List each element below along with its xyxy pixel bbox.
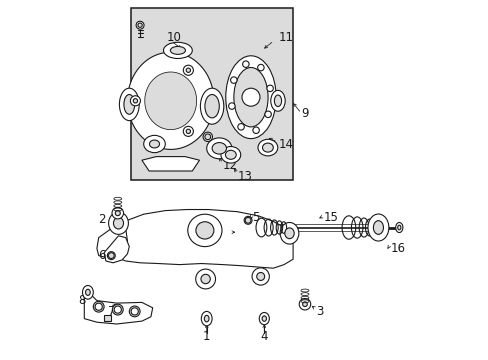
Circle shape: [186, 129, 190, 134]
Circle shape: [264, 111, 271, 118]
Ellipse shape: [251, 268, 269, 285]
Text: 2: 2: [98, 213, 106, 226]
Ellipse shape: [280, 222, 298, 244]
Ellipse shape: [195, 269, 215, 289]
Ellipse shape: [187, 214, 222, 247]
Ellipse shape: [258, 139, 277, 156]
Ellipse shape: [93, 301, 104, 312]
Text: 15: 15: [323, 211, 338, 224]
Ellipse shape: [143, 135, 165, 153]
Ellipse shape: [204, 315, 208, 322]
Ellipse shape: [204, 94, 219, 118]
Ellipse shape: [112, 304, 123, 315]
Circle shape: [266, 85, 273, 91]
Ellipse shape: [112, 207, 123, 219]
Circle shape: [242, 61, 248, 67]
Circle shape: [131, 308, 138, 315]
Polygon shape: [144, 72, 196, 130]
Ellipse shape: [299, 298, 310, 310]
Ellipse shape: [302, 302, 306, 307]
Ellipse shape: [244, 216, 251, 224]
Ellipse shape: [225, 150, 236, 159]
Ellipse shape: [149, 140, 159, 148]
Ellipse shape: [196, 222, 213, 239]
Text: 9: 9: [301, 107, 308, 120]
Circle shape: [244, 217, 250, 223]
Text: 3: 3: [316, 305, 323, 318]
Circle shape: [228, 103, 235, 109]
Circle shape: [242, 88, 260, 106]
Ellipse shape: [113, 217, 123, 229]
Ellipse shape: [395, 222, 402, 233]
Circle shape: [108, 253, 114, 258]
Ellipse shape: [367, 214, 388, 241]
Polygon shape: [104, 236, 129, 263]
Text: 4: 4: [260, 330, 267, 343]
Circle shape: [186, 68, 190, 72]
Polygon shape: [84, 288, 152, 324]
Circle shape: [237, 123, 244, 130]
Ellipse shape: [82, 285, 93, 299]
Ellipse shape: [201, 311, 212, 326]
Circle shape: [252, 127, 259, 134]
Text: 10: 10: [167, 31, 182, 44]
Ellipse shape: [107, 252, 115, 260]
Ellipse shape: [115, 211, 120, 216]
Ellipse shape: [170, 46, 185, 54]
Ellipse shape: [108, 212, 128, 234]
Circle shape: [114, 306, 121, 313]
Ellipse shape: [284, 228, 294, 239]
Circle shape: [95, 303, 102, 310]
Ellipse shape: [225, 56, 276, 139]
Ellipse shape: [373, 221, 383, 234]
Ellipse shape: [206, 138, 231, 159]
Polygon shape: [104, 315, 111, 321]
Circle shape: [257, 64, 264, 71]
Text: 8: 8: [78, 294, 85, 307]
Circle shape: [183, 126, 193, 136]
Text: 5: 5: [251, 211, 259, 224]
Ellipse shape: [262, 143, 273, 152]
Ellipse shape: [201, 274, 210, 284]
Circle shape: [133, 99, 137, 103]
Text: 16: 16: [389, 242, 405, 255]
Ellipse shape: [259, 312, 269, 325]
Circle shape: [138, 23, 142, 27]
Ellipse shape: [270, 90, 285, 111]
Text: 14: 14: [278, 138, 293, 150]
Ellipse shape: [163, 42, 192, 58]
Ellipse shape: [256, 273, 264, 280]
Text: 7: 7: [107, 305, 115, 318]
Ellipse shape: [397, 225, 400, 230]
Text: 11: 11: [278, 31, 293, 44]
Ellipse shape: [85, 289, 90, 295]
Circle shape: [130, 96, 140, 106]
Ellipse shape: [221, 147, 240, 163]
Ellipse shape: [123, 94, 134, 114]
Ellipse shape: [136, 21, 144, 29]
Ellipse shape: [274, 95, 281, 107]
Ellipse shape: [119, 88, 139, 121]
Ellipse shape: [262, 316, 266, 321]
Circle shape: [183, 65, 193, 75]
Text: 12: 12: [223, 159, 238, 172]
Circle shape: [230, 77, 237, 84]
Ellipse shape: [233, 68, 267, 127]
Polygon shape: [142, 157, 199, 171]
Ellipse shape: [203, 132, 212, 141]
Text: 1: 1: [203, 330, 210, 343]
Ellipse shape: [129, 306, 140, 317]
Ellipse shape: [212, 143, 226, 154]
FancyBboxPatch shape: [131, 8, 292, 180]
Ellipse shape: [200, 88, 224, 124]
Text: 6: 6: [98, 249, 106, 262]
Polygon shape: [117, 210, 292, 268]
Circle shape: [204, 134, 210, 140]
Polygon shape: [97, 227, 127, 257]
Text: 13: 13: [237, 170, 252, 183]
Polygon shape: [127, 52, 213, 149]
